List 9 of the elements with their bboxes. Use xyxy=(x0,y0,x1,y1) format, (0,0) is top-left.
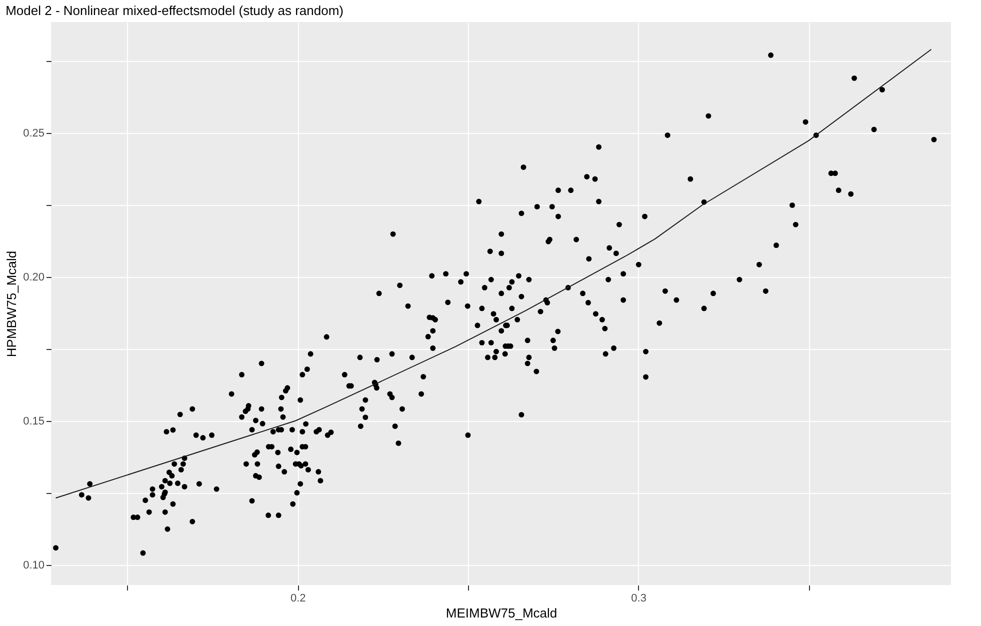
y-tick-label: 0.25 xyxy=(23,127,44,140)
x-tick-label: 0.3 xyxy=(631,592,646,604)
y-axis-title: HPMBW75_Mcald xyxy=(4,250,20,358)
x-axis-title: MEIMBW75_Mcald xyxy=(446,606,558,620)
chart-title: Model 2 - Nonlinear mixed-effectsmodel (study as random) xyxy=(6,3,344,18)
x-tick-label: 0.2 xyxy=(290,592,306,604)
y-tick-label: 0.20 xyxy=(23,271,44,284)
y-tick-label: 0.15 xyxy=(23,416,44,428)
y-tick-label: 0.10 xyxy=(23,560,44,572)
